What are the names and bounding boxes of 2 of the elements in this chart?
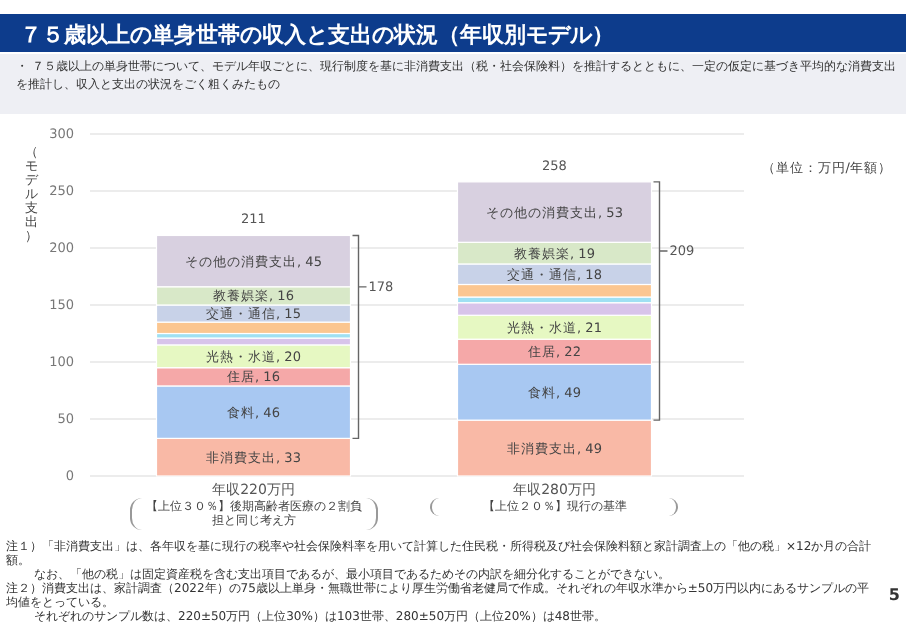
chart-title: ７５歳以上の単身世帯の収入と支出の状況（年収別モデル） bbox=[20, 22, 614, 48]
text: 5 bbox=[888, 586, 901, 604]
